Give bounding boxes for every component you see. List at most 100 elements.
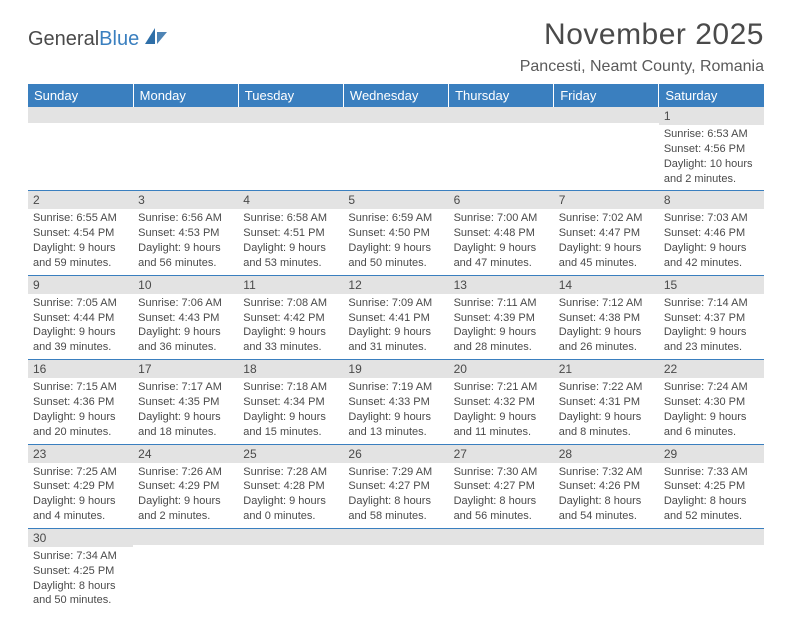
day-details: Sunrise: 7:21 AMSunset: 4:32 PMDaylight:… [449,378,554,443]
day-number: 29 [659,445,764,463]
calendar-day-cell [449,528,554,612]
daylight-text: Daylight: 9 hours and 0 minutes. [243,494,338,524]
day-details [449,545,554,597]
calendar-day-cell: 1Sunrise: 6:53 AMSunset: 4:56 PMDaylight… [659,107,764,191]
calendar-day-cell: 2Sunrise: 6:55 AMSunset: 4:54 PMDaylight… [28,191,133,275]
day-details: Sunrise: 7:19 AMSunset: 4:33 PMDaylight:… [343,378,448,443]
sunrise-text: Sunrise: 7:06 AM [138,296,233,311]
day-details: Sunrise: 6:56 AMSunset: 4:53 PMDaylight:… [133,209,238,274]
day-number [659,529,764,545]
calendar-day-cell [28,107,133,191]
daylight-text: Daylight: 9 hours and 39 minutes. [33,325,128,355]
calendar-day-cell: 16Sunrise: 7:15 AMSunset: 4:36 PMDayligh… [28,360,133,444]
weekday-header: Sunday [28,84,133,107]
calendar-day-cell: 19Sunrise: 7:19 AMSunset: 4:33 PMDayligh… [343,360,448,444]
calendar-week-row: 9Sunrise: 7:05 AMSunset: 4:44 PMDaylight… [28,275,764,359]
sunrise-text: Sunrise: 7:28 AM [243,465,338,480]
daylight-text: Daylight: 9 hours and 56 minutes. [138,241,233,271]
calendar-day-cell: 23Sunrise: 7:25 AMSunset: 4:29 PMDayligh… [28,444,133,528]
day-details [343,545,448,597]
day-number: 15 [659,276,764,294]
daylight-text: Daylight: 9 hours and 53 minutes. [243,241,338,271]
day-details: Sunrise: 7:06 AMSunset: 4:43 PMDaylight:… [133,294,238,359]
location-label: Pancesti, Neamt County, Romania [520,58,764,76]
day-details [133,123,238,175]
sunrise-text: Sunrise: 7:14 AM [664,296,759,311]
sunset-text: Sunset: 4:38 PM [559,311,654,326]
day-number: 6 [449,191,554,209]
daylight-text: Daylight: 9 hours and 33 minutes. [243,325,338,355]
day-number [554,107,659,123]
sunset-text: Sunset: 4:42 PM [243,311,338,326]
daylight-text: Daylight: 8 hours and 58 minutes. [348,494,443,524]
day-number: 28 [554,445,659,463]
day-details: Sunrise: 7:22 AMSunset: 4:31 PMDaylight:… [554,378,659,443]
day-number: 5 [343,191,448,209]
sunrise-text: Sunrise: 7:22 AM [559,380,654,395]
sunrise-text: Sunrise: 7:25 AM [33,465,128,480]
sunset-text: Sunset: 4:43 PM [138,311,233,326]
brand-first: General [28,28,99,51]
sunset-text: Sunset: 4:27 PM [348,479,443,494]
sunset-text: Sunset: 4:47 PM [559,226,654,241]
sunrise-text: Sunrise: 7:02 AM [559,211,654,226]
calendar-day-cell: 4Sunrise: 6:58 AMSunset: 4:51 PMDaylight… [238,191,343,275]
daylight-text: Daylight: 9 hours and 11 minutes. [454,410,549,440]
calendar-day-cell [133,528,238,612]
weekday-header: Friday [554,84,659,107]
sunrise-text: Sunrise: 7:32 AM [559,465,654,480]
sunset-text: Sunset: 4:29 PM [138,479,233,494]
calendar-day-cell: 9Sunrise: 7:05 AMSunset: 4:44 PMDaylight… [28,275,133,359]
daylight-text: Daylight: 9 hours and 2 minutes. [138,494,233,524]
day-number: 10 [133,276,238,294]
day-number: 21 [554,360,659,378]
day-number [238,107,343,123]
day-number: 16 [28,360,133,378]
daylight-text: Daylight: 9 hours and 45 minutes. [559,241,654,271]
calendar-day-cell: 28Sunrise: 7:32 AMSunset: 4:26 PMDayligh… [554,444,659,528]
calendar-day-cell [554,107,659,191]
daylight-text: Daylight: 9 hours and 50 minutes. [348,241,443,271]
sunrise-text: Sunrise: 7:33 AM [664,465,759,480]
day-number: 1 [659,107,764,125]
calendar-day-cell: 10Sunrise: 7:06 AMSunset: 4:43 PMDayligh… [133,275,238,359]
sunrise-text: Sunrise: 7:00 AM [454,211,549,226]
sunset-text: Sunset: 4:54 PM [33,226,128,241]
sunset-text: Sunset: 4:44 PM [33,311,128,326]
day-number: 26 [343,445,448,463]
daylight-text: Daylight: 9 hours and 18 minutes. [138,410,233,440]
sunset-text: Sunset: 4:29 PM [33,479,128,494]
calendar-week-row: 1Sunrise: 6:53 AMSunset: 4:56 PMDaylight… [28,107,764,191]
daylight-text: Daylight: 9 hours and 15 minutes. [243,410,338,440]
day-details: Sunrise: 7:14 AMSunset: 4:37 PMDaylight:… [659,294,764,359]
day-details: Sunrise: 6:59 AMSunset: 4:50 PMDaylight:… [343,209,448,274]
day-number: 11 [238,276,343,294]
weekday-header-row: Sunday Monday Tuesday Wednesday Thursday… [28,84,764,107]
day-number: 20 [449,360,554,378]
day-number [449,107,554,123]
day-number: 7 [554,191,659,209]
day-number [554,529,659,545]
daylight-text: Daylight: 9 hours and 59 minutes. [33,241,128,271]
calendar-day-cell: 17Sunrise: 7:17 AMSunset: 4:35 PMDayligh… [133,360,238,444]
brand-second: Blue [99,28,139,51]
day-details: Sunrise: 7:18 AMSunset: 4:34 PMDaylight:… [238,378,343,443]
day-details: Sunrise: 7:15 AMSunset: 4:36 PMDaylight:… [28,378,133,443]
sunset-text: Sunset: 4:25 PM [664,479,759,494]
daylight-text: Daylight: 9 hours and 26 minutes. [559,325,654,355]
calendar-day-cell [659,528,764,612]
sunset-text: Sunset: 4:51 PM [243,226,338,241]
calendar-day-cell [343,107,448,191]
brand-logo: GeneralBlue [28,26,169,52]
day-details: Sunrise: 6:58 AMSunset: 4:51 PMDaylight:… [238,209,343,274]
sunset-text: Sunset: 4:30 PM [664,395,759,410]
day-number [238,529,343,545]
sunset-text: Sunset: 4:46 PM [664,226,759,241]
sunrise-text: Sunrise: 7:30 AM [454,465,549,480]
calendar-day-cell [238,107,343,191]
sunrise-text: Sunrise: 7:11 AM [454,296,549,311]
daylight-text: Daylight: 9 hours and 42 minutes. [664,241,759,271]
sunset-text: Sunset: 4:27 PM [454,479,549,494]
calendar-day-cell: 11Sunrise: 7:08 AMSunset: 4:42 PMDayligh… [238,275,343,359]
daylight-text: Daylight: 9 hours and 31 minutes. [348,325,443,355]
